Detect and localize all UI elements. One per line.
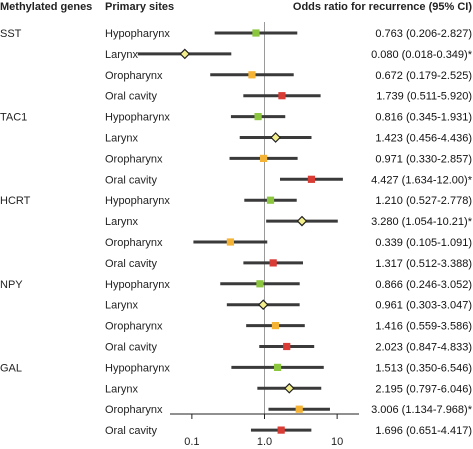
- or-value-label: 0.816 (0.345-1.931): [375, 112, 472, 124]
- site-label: Oropharynx: [105, 321, 163, 333]
- x-tick-label: 1.0: [257, 436, 272, 448]
- site-label: Larynx: [105, 300, 139, 312]
- site-label: Hypopharynx: [105, 195, 170, 207]
- or-value-label: 1.513 (0.350-6.546): [375, 362, 472, 374]
- site-label: Oral cavity: [105, 174, 157, 186]
- site-label: Oropharynx: [105, 153, 163, 165]
- site-label: Oral cavity: [105, 258, 157, 270]
- or-value-label: 0.672 (0.179-2.525): [375, 70, 472, 82]
- or-value-label: 2.195 (0.797-6.046): [375, 383, 472, 395]
- point-marker: [248, 71, 256, 79]
- header-odds-ratio: Odds ratio for recurrence (95% CI): [293, 1, 472, 13]
- point-marker: [296, 215, 308, 227]
- site-label: Oral cavity: [105, 91, 157, 103]
- gene-label: SST: [0, 28, 22, 40]
- gene-label: NPY: [0, 279, 23, 291]
- site-label: Larynx: [105, 383, 139, 395]
- point-marker: [295, 405, 303, 413]
- or-value-label: 0.971 (0.330-2.857): [375, 153, 472, 165]
- site-label: Hypopharynx: [105, 279, 170, 291]
- gene-label: GAL: [0, 362, 22, 374]
- gene-label: HCRT: [0, 195, 31, 207]
- plot-area: SST Hypopharynx 0.763 (0.206-2.827) Larynx 0…: [0, 22, 473, 448]
- header-methylated-genes: Methylated genes: [0, 1, 92, 13]
- or-value-label: 1.423 (0.456-4.436): [375, 133, 472, 145]
- site-label: Larynx: [105, 216, 139, 228]
- or-value-label: 1.210 (0.527-2.778): [375, 195, 472, 207]
- point-marker: [283, 382, 295, 394]
- point-marker: [256, 280, 264, 288]
- point-marker: [271, 322, 280, 330]
- point-marker: [259, 154, 268, 162]
- point-marker: [254, 113, 262, 121]
- or-value-label: 1.416 (0.559-3.586): [375, 321, 472, 333]
- point-marker: [179, 48, 191, 60]
- or-value-label: 0.961 (0.303-3.047): [375, 300, 472, 312]
- point-marker: [226, 238, 234, 246]
- site-label: Oropharynx: [105, 404, 163, 416]
- or-value-label: 2.023 (0.847-4.833): [375, 342, 472, 354]
- x-tick-label: 10: [331, 436, 343, 448]
- or-value-label: 3.006 (1.134-7.968)*: [371, 404, 473, 416]
- point-marker: [283, 342, 291, 351]
- point-marker: [270, 132, 281, 143]
- point-marker: [257, 299, 269, 311]
- point-marker: [307, 175, 316, 183]
- site-label: Oropharynx: [105, 70, 163, 82]
- site-label: Hypopharynx: [105, 362, 170, 374]
- site-label: Hypopharynx: [105, 28, 170, 40]
- or-value-label: 1.317 (0.512-3.388): [375, 258, 472, 270]
- or-value-label: 1.739 (0.511-5.920): [376, 91, 472, 103]
- site-label: Oral cavity: [105, 342, 157, 354]
- or-value-label: 3.280 (1.054-10.21)*: [371, 216, 473, 228]
- site-label: Larynx: [105, 49, 139, 61]
- or-value-label: 1.696 (0.651-4.417): [375, 425, 472, 437]
- header-primary-sites: Primary sites: [105, 1, 174, 13]
- point-marker: [278, 92, 286, 100]
- site-label: Oral cavity: [105, 425, 157, 437]
- site-label: Oropharynx: [105, 237, 163, 249]
- or-value-label: 0.080 (0.018-0.349)*: [371, 49, 473, 61]
- point-marker: [273, 363, 282, 371]
- site-label: Hypopharynx: [105, 112, 170, 124]
- gene-label: TAC1: [0, 112, 27, 124]
- or-value-label: 0.339 (0.105-1.091): [375, 237, 472, 249]
- point-marker: [266, 196, 275, 204]
- point-marker: [277, 426, 285, 434]
- or-value-label: 0.763 (0.206-2.827): [375, 28, 472, 40]
- or-value-label: 0.866 (0.246-3.052): [375, 279, 472, 291]
- site-label: Larynx: [105, 133, 139, 145]
- point-marker: [269, 259, 277, 267]
- x-tick-label: 0.1: [184, 436, 199, 448]
- point-marker: [252, 29, 260, 37]
- or-value-label: 4.427 (1.634-12.00)*: [371, 174, 473, 186]
